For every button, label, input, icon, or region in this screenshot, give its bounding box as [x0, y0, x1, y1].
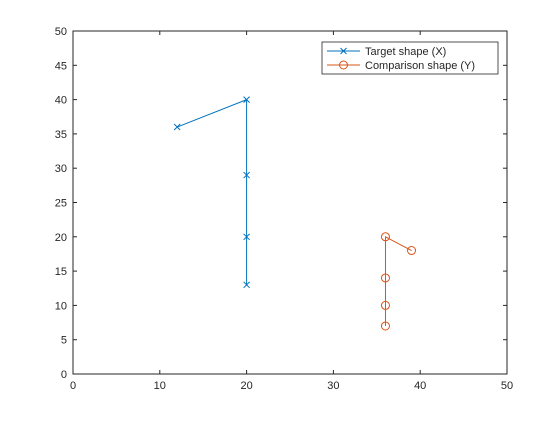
x-tick-label: 0: [70, 380, 76, 392]
series-1-point-5: [243, 281, 250, 289]
series-1-point-2-stroke-b: [243, 96, 250, 103]
series-2-point-5: [380, 321, 390, 331]
y-tick-label: 0: [61, 369, 67, 381]
legend: Target shape (X) Comparison shape (Y): [321, 41, 499, 75]
legend-marker-1-stroke-b: [340, 47, 347, 55]
series-2-point-4: [380, 300, 390, 310]
y-tick-label: 10: [55, 300, 67, 312]
x-tick-label: 30: [327, 380, 339, 392]
series-2-point-1: [407, 246, 417, 256]
y-tick-label: 20: [55, 232, 67, 244]
series-1-point-4: [243, 233, 250, 241]
plot-area: [73, 31, 507, 374]
y-tick-label: 45: [55, 60, 67, 72]
x-tick-label: 10: [154, 380, 166, 392]
series-1-point-2: [243, 96, 250, 103]
legend-item-1: Target shape (X): [327, 46, 446, 58]
series-2-line: [384, 235, 412, 326]
series-1-point-1: [173, 123, 181, 131]
legend-label-1: Target shape (X): [365, 46, 446, 58]
legend-item-2: Comparison shape (Y): [327, 60, 475, 72]
series-1-point-3-stroke-b: [243, 171, 250, 179]
x-tick-label: 20: [240, 380, 252, 392]
x-tick-label: 50: [501, 380, 513, 392]
y-tick-label: 50: [55, 26, 67, 38]
y-tick-label: 30: [55, 163, 67, 175]
legend-marker-2: [339, 60, 348, 70]
y-tick-label: 35: [55, 129, 67, 141]
x-tick-label: 40: [414, 380, 426, 392]
series-2-point-3: [380, 273, 390, 283]
series-2: [380, 232, 417, 331]
series-1: [173, 96, 250, 289]
series-1-point-3: [243, 171, 250, 179]
series-1-point-5-stroke-b: [243, 281, 250, 289]
series-1-point-1-stroke-b: [173, 123, 181, 131]
series-2-point-2: [380, 232, 390, 242]
y-tick-label: 25: [55, 198, 67, 210]
legend-box: [321, 41, 499, 75]
legend-label-2: Comparison shape (Y): [365, 60, 475, 72]
y-tick-label: 15: [55, 266, 67, 278]
series-1-point-4-stroke-b: [243, 233, 250, 241]
legend-marker-1: [340, 47, 347, 55]
y-tick-label: 5: [61, 335, 67, 347]
y-tick-label: 40: [55, 95, 67, 107]
